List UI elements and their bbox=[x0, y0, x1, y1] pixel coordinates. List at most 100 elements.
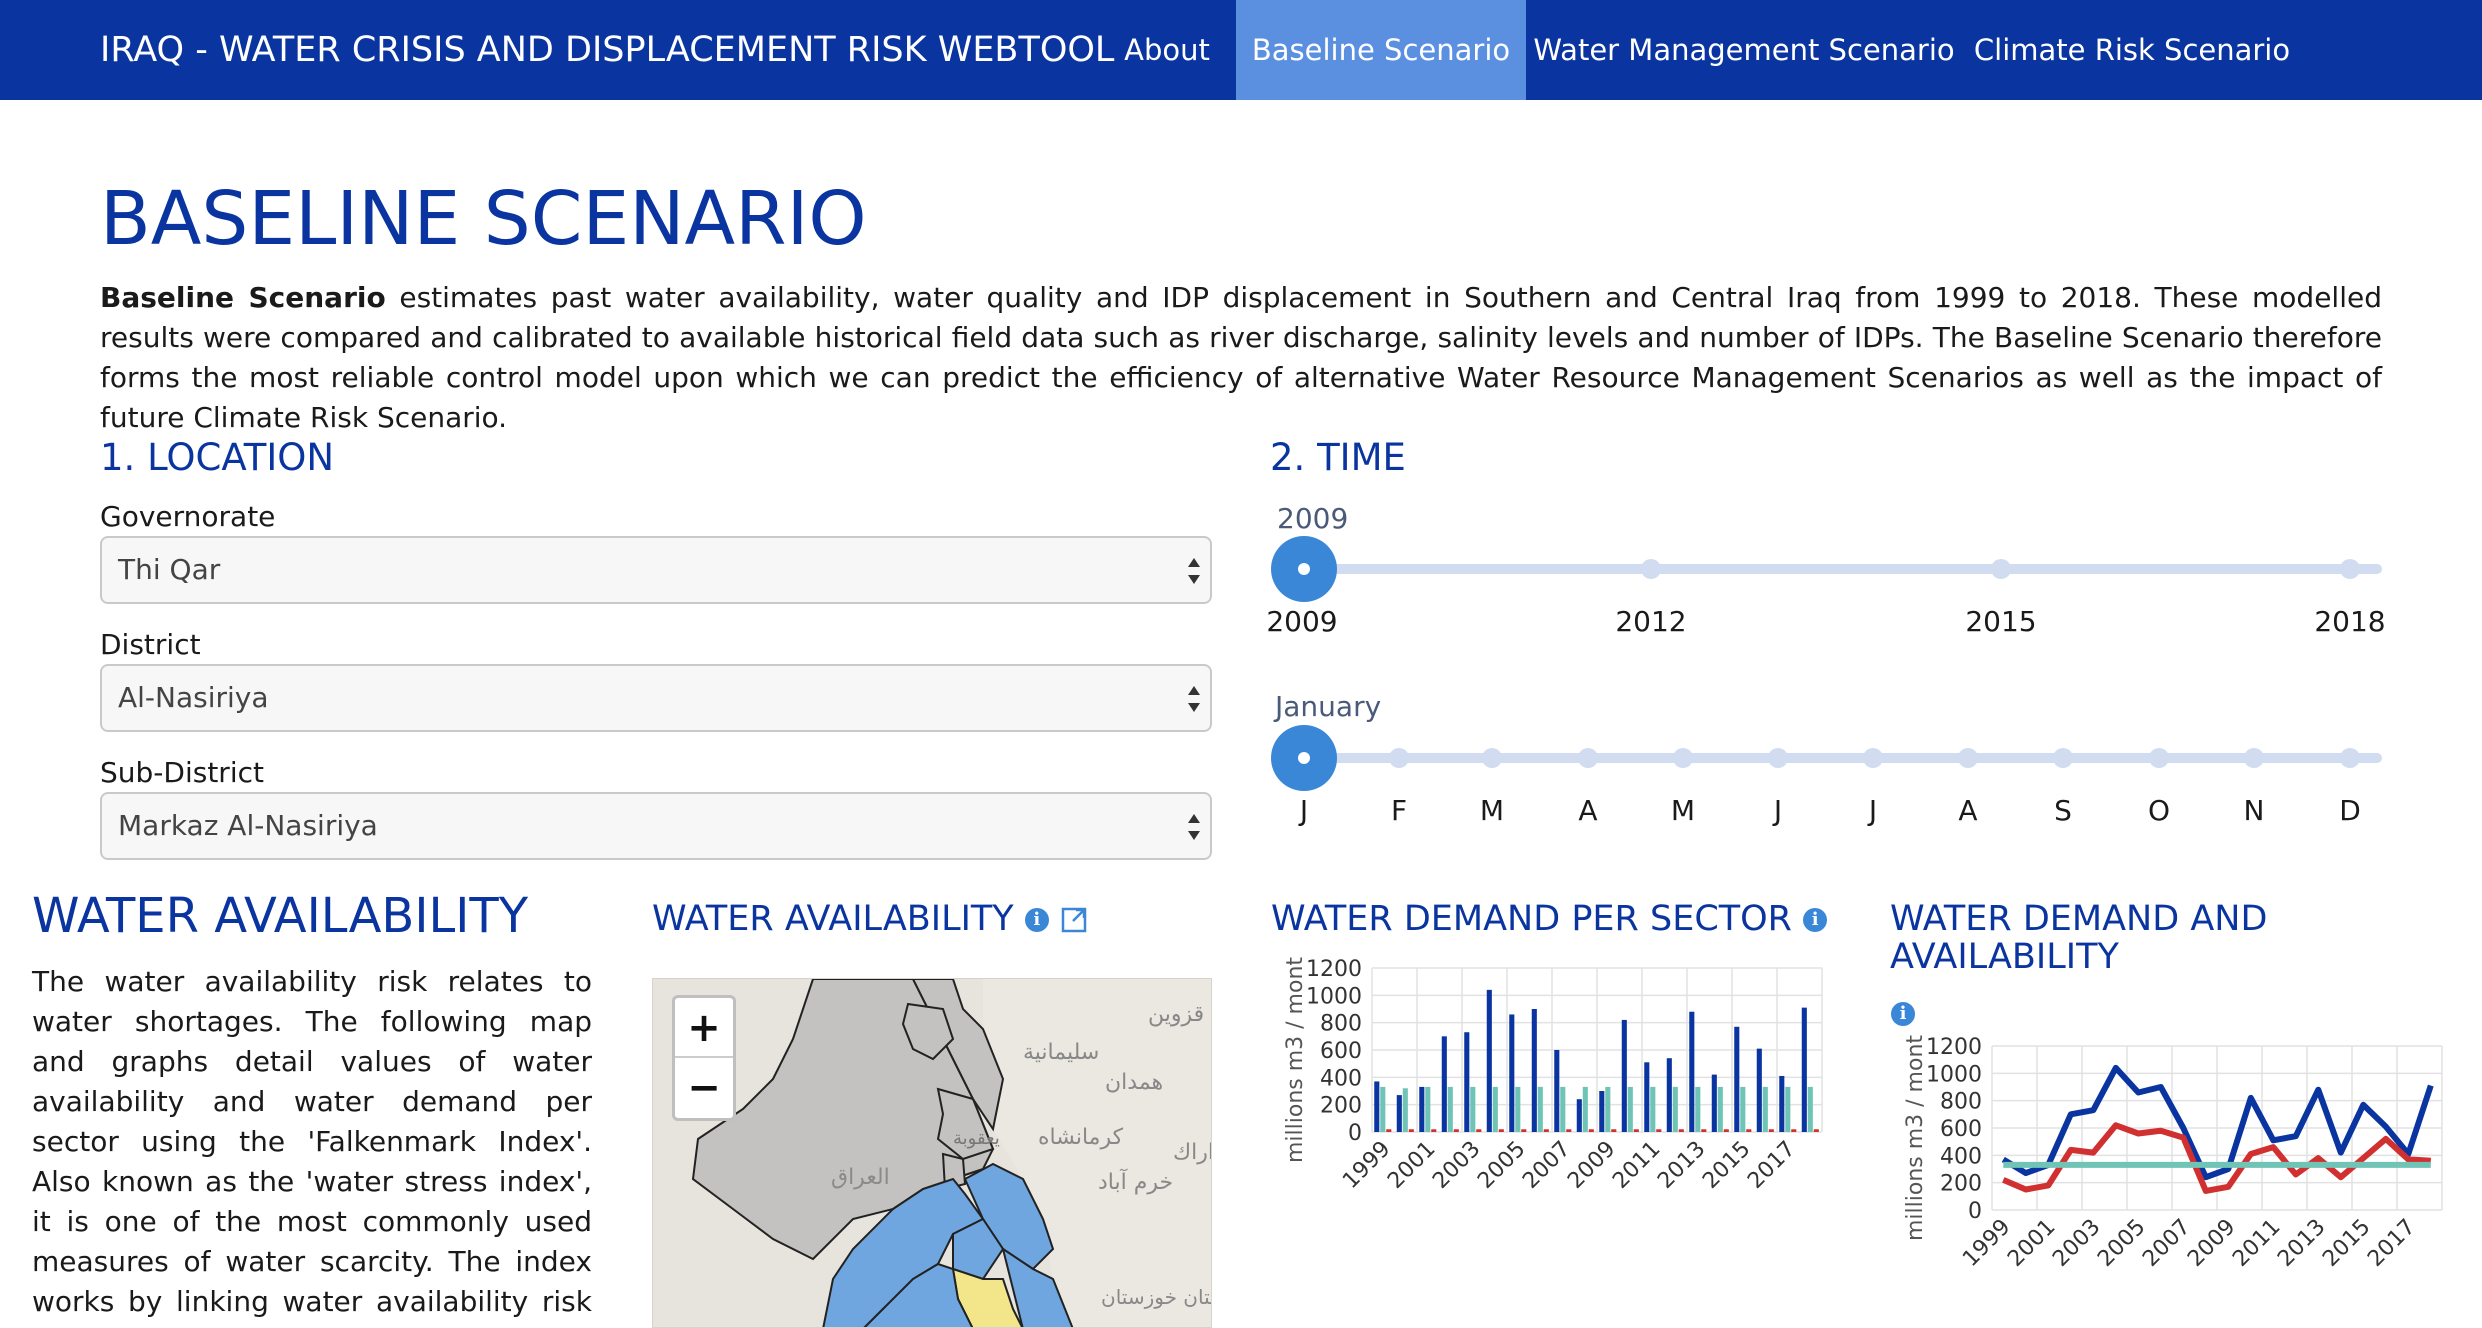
map-zoom-control: + − bbox=[672, 995, 736, 1121]
bar[interactable] bbox=[1734, 1026, 1740, 1132]
map-panel-title-text: WATER AVAILABILITY bbox=[652, 899, 1014, 939]
select-arrows-icon bbox=[1188, 814, 1200, 840]
bar[interactable] bbox=[1768, 1129, 1774, 1132]
bar[interactable] bbox=[1756, 1048, 1762, 1132]
bar[interactable] bbox=[1678, 1129, 1684, 1132]
bar[interactable] bbox=[1656, 1129, 1662, 1132]
bar[interactable] bbox=[1582, 1086, 1588, 1132]
bar[interactable] bbox=[1515, 1086, 1521, 1132]
bar[interactable] bbox=[1554, 1050, 1560, 1132]
bar[interactable] bbox=[1813, 1129, 1819, 1132]
zoom-in-button[interactable]: + bbox=[675, 998, 733, 1058]
bar[interactable] bbox=[1611, 1129, 1617, 1132]
year-slider-track[interactable] bbox=[1272, 564, 2382, 574]
bar[interactable] bbox=[1672, 1086, 1678, 1132]
bar[interactable] bbox=[1785, 1086, 1791, 1132]
nav-climate-risk-scenario[interactable]: Climate Risk Scenario bbox=[1973, 33, 2291, 67]
intro-text: estimates past water availability, water… bbox=[100, 281, 2382, 434]
bar[interactable] bbox=[1531, 1009, 1537, 1132]
bar[interactable] bbox=[1486, 989, 1492, 1132]
nav-about[interactable]: About bbox=[1124, 33, 1210, 67]
year-slider-handle[interactable] bbox=[1271, 536, 1337, 602]
bar[interactable] bbox=[1521, 1129, 1527, 1132]
month-tick-label: D bbox=[2339, 794, 2361, 827]
month-slider-handle[interactable] bbox=[1271, 725, 1337, 791]
bar[interactable] bbox=[1711, 1074, 1717, 1132]
bar[interactable] bbox=[1560, 1086, 1566, 1132]
bar[interactable] bbox=[1779, 1075, 1785, 1132]
expand-icon[interactable] bbox=[1060, 906, 1088, 934]
bar[interactable] bbox=[1576, 1099, 1582, 1132]
bar[interactable] bbox=[1605, 1086, 1611, 1132]
nav-baseline-scenario[interactable]: Baseline Scenario bbox=[1236, 0, 1526, 100]
bar[interactable] bbox=[1717, 1086, 1723, 1132]
bar[interactable] bbox=[1492, 1086, 1498, 1132]
bar[interactable] bbox=[1701, 1129, 1707, 1132]
subdistrict-select[interactable]: Markaz Al-Nasiriya bbox=[100, 792, 1212, 860]
bar[interactable] bbox=[1807, 1086, 1813, 1132]
bar[interactable] bbox=[1453, 1129, 1459, 1132]
bar[interactable] bbox=[1762, 1086, 1768, 1132]
bar[interactable] bbox=[1689, 1011, 1695, 1132]
bar[interactable] bbox=[1441, 1036, 1447, 1132]
bar[interactable] bbox=[1588, 1129, 1594, 1132]
bar[interactable] bbox=[1402, 1088, 1408, 1132]
bar[interactable] bbox=[1633, 1129, 1639, 1132]
bar[interactable] bbox=[1386, 1129, 1392, 1132]
bar[interactable] bbox=[1801, 1007, 1807, 1132]
month-slider-track[interactable] bbox=[1272, 753, 2382, 763]
month-tick-dot bbox=[2340, 748, 2360, 768]
bar[interactable] bbox=[1695, 1086, 1701, 1132]
nav-water-management-scenario[interactable]: Water Management Scenario bbox=[1533, 33, 1955, 67]
intro-bold: Baseline Scenario bbox=[100, 281, 386, 314]
bar[interactable] bbox=[1644, 1062, 1650, 1132]
bar[interactable] bbox=[1543, 1129, 1549, 1132]
map-label: العراق bbox=[831, 1165, 890, 1190]
bar[interactable] bbox=[1498, 1129, 1504, 1132]
bar[interactable] bbox=[1791, 1129, 1797, 1132]
bar[interactable] bbox=[1509, 1014, 1515, 1132]
bar[interactable] bbox=[1650, 1086, 1656, 1132]
bar[interactable] bbox=[1599, 1091, 1605, 1132]
bar[interactable] bbox=[1419, 1086, 1425, 1132]
bar[interactable] bbox=[1464, 1032, 1470, 1132]
map-label: خرم آباد bbox=[1098, 1168, 1173, 1195]
bar[interactable] bbox=[1666, 1058, 1672, 1132]
bar[interactable] bbox=[1396, 1095, 1402, 1132]
water-availability-map[interactable]: العراق قزوين همدان كرمانشاه سليمانية خرم… bbox=[652, 978, 1212, 1328]
brand-title[interactable]: IRAQ - WATER CRISIS AND DISPLACEMENT RIS… bbox=[100, 30, 1115, 70]
bar[interactable] bbox=[1537, 1086, 1543, 1132]
info-icon[interactable]: i bbox=[1891, 1002, 1915, 1026]
district-select[interactable]: Al-Nasiriya bbox=[100, 664, 1212, 732]
x-tick-label: 2015 bbox=[2318, 1215, 2375, 1272]
location-heading: 1. LOCATION bbox=[100, 436, 335, 479]
bar[interactable] bbox=[1476, 1129, 1482, 1132]
select-arrows-icon bbox=[1188, 558, 1200, 584]
bar[interactable] bbox=[1566, 1129, 1572, 1132]
info-icon[interactable]: i bbox=[1024, 908, 1049, 932]
bar[interactable] bbox=[1740, 1086, 1746, 1132]
bar[interactable] bbox=[1621, 1019, 1627, 1132]
district-label: District bbox=[100, 628, 201, 661]
bar[interactable] bbox=[1425, 1086, 1431, 1132]
bar[interactable] bbox=[1374, 1081, 1380, 1132]
bar[interactable] bbox=[1431, 1129, 1437, 1132]
bar[interactable] bbox=[1380, 1086, 1386, 1132]
map-canvas[interactable]: العراق قزوين همدان كرمانشاه سليمانية خرم… bbox=[653, 979, 1212, 1328]
bar[interactable] bbox=[1408, 1129, 1414, 1132]
bar[interactable] bbox=[1470, 1086, 1476, 1132]
bar[interactable] bbox=[1447, 1086, 1453, 1132]
page-title: BASELINE SCENARIO bbox=[100, 176, 867, 262]
series-line[interactable] bbox=[2002, 1122, 2431, 1194]
info-icon[interactable]: i bbox=[1803, 908, 1828, 932]
bar[interactable] bbox=[1627, 1086, 1633, 1132]
y-tick-label: 600 bbox=[1940, 1117, 1982, 1142]
bar[interactable] bbox=[1723, 1129, 1729, 1132]
zoom-out-button[interactable]: − bbox=[687, 1065, 721, 1111]
bar[interactable] bbox=[1746, 1129, 1752, 1132]
series-line[interactable] bbox=[2001, 1064, 2434, 1181]
year-tick-label: 2009 bbox=[1266, 605, 1338, 638]
governorate-select[interactable]: Thi Qar bbox=[100, 536, 1212, 604]
